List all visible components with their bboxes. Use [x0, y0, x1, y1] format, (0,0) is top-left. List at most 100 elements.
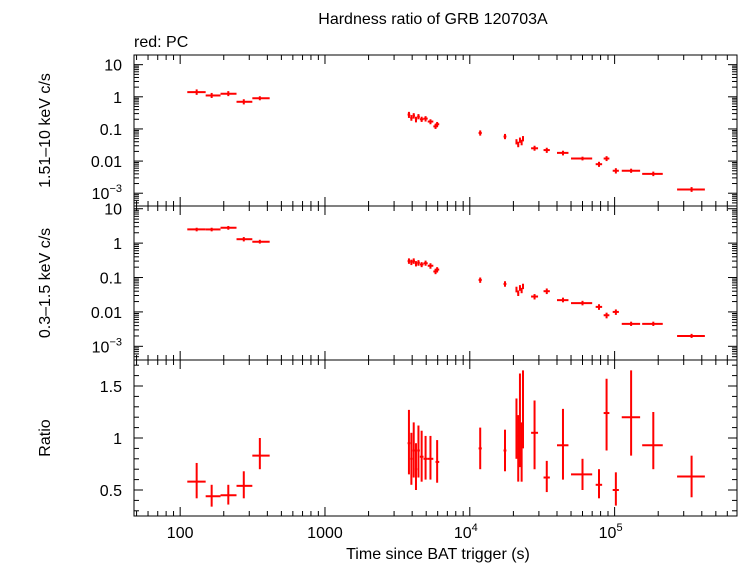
data-point	[543, 460, 550, 493]
y-tick-label-exponent: −3	[109, 336, 122, 348]
data-point	[571, 458, 593, 490]
y-tick-label: 10	[104, 58, 122, 75]
y-tick-label: 10−3	[92, 336, 122, 356]
data-point	[621, 321, 641, 326]
panel-ratio: 0.5 1 1.5 Ratio	[37, 359, 738, 517]
data-point	[503, 429, 507, 472]
data-point	[412, 113, 415, 119]
x-tick-label: 1000	[307, 525, 343, 542]
data-point	[517, 141, 520, 148]
y-tick-label: 0.1	[100, 122, 122, 139]
data-point	[220, 484, 237, 505]
y-tick-label: 1	[113, 431, 122, 448]
data-point	[427, 263, 434, 269]
data-point	[417, 260, 420, 266]
y-tick-label: 10−3	[92, 183, 122, 203]
data-point	[236, 237, 253, 242]
data-point	[220, 91, 237, 97]
y-tick-label: 0.01	[91, 154, 122, 171]
data-point	[677, 187, 705, 192]
data-point	[187, 227, 206, 232]
x-tick-label: 105	[599, 522, 623, 542]
data-point	[518, 285, 521, 291]
data-point	[414, 116, 418, 123]
data-point	[543, 288, 550, 295]
data-point	[410, 115, 413, 121]
data-point	[410, 259, 413, 266]
data-point	[515, 139, 518, 145]
data-point	[531, 400, 539, 470]
data-point	[414, 261, 418, 267]
data-point	[571, 300, 593, 306]
y-tick-label: 0.5	[100, 483, 122, 500]
data-point	[515, 398, 518, 459]
x-tick-label-exponent: 4	[472, 522, 478, 534]
data-point	[205, 227, 221, 232]
data-point	[187, 462, 206, 499]
y-tick-label: 0.1	[100, 271, 122, 288]
data-point	[595, 469, 603, 499]
data-point	[407, 409, 411, 475]
data-point	[520, 422, 523, 482]
data-point	[407, 258, 411, 264]
data-point	[205, 484, 221, 507]
data-point	[595, 304, 603, 310]
data-point	[621, 370, 641, 456]
data-point	[423, 435, 428, 480]
x-tick-label-exponent: 5	[616, 522, 622, 534]
data-point	[414, 443, 418, 490]
data-point	[236, 99, 253, 105]
y-axis-label: 0.3–1.5 keV c/s	[37, 228, 54, 338]
data-point	[417, 425, 420, 478]
data-point	[410, 432, 413, 485]
x-axis-label: Time since BAT trigger (s)	[346, 546, 530, 563]
data-point	[205, 92, 221, 98]
data-point	[517, 290, 520, 297]
data-point	[417, 114, 420, 120]
data-point	[419, 116, 424, 122]
data-point	[520, 139, 523, 146]
chart-panels: 10 1 0.1 0.01 10−3 1.51–10 keV c/s10 1 0.1 0.01 1…	[37, 54, 738, 542]
data-point	[423, 116, 428, 122]
data-point	[407, 111, 411, 118]
data-point	[642, 171, 663, 177]
data-point	[612, 309, 619, 315]
chart-title: Hardness ratio of GRB 120703A	[318, 11, 548, 28]
data-point	[603, 156, 610, 162]
data-point	[556, 408, 569, 480]
y-axis-label: 1.51–10 keV c/s	[37, 73, 54, 188]
data-point	[518, 137, 521, 143]
data-point	[571, 156, 593, 161]
data-point	[435, 440, 440, 483]
data-point	[677, 455, 705, 498]
x-tick-label: 104	[454, 522, 478, 542]
data-point	[642, 412, 663, 470]
data-point	[503, 133, 507, 140]
y-tick-label: 1	[113, 90, 122, 107]
panel-soft-band: 10 1 0.1 0.01 10−3 0.3–1.5 keV c/s	[37, 202, 738, 361]
data-point	[435, 121, 440, 127]
data-point	[427, 119, 434, 125]
y-tick-label-exponent: −3	[109, 183, 122, 195]
data-point	[427, 435, 434, 480]
data-point	[423, 260, 428, 266]
data-point	[419, 262, 424, 268]
data-point	[478, 277, 482, 283]
data-point	[603, 312, 610, 319]
data-point	[517, 415, 520, 482]
data-point	[595, 161, 603, 167]
y-axis-label: Ratio	[37, 419, 54, 456]
data-point	[478, 130, 482, 136]
y-tick-label: 1.5	[100, 379, 122, 396]
data-point	[642, 321, 663, 326]
data-point	[531, 294, 539, 300]
data-point	[603, 378, 610, 451]
panel-hard-band: 10 1 0.1 0.01 10−3 1.51–10 keV c/s	[37, 54, 738, 207]
data-point	[419, 430, 424, 482]
y-tick-label: 0.01	[91, 305, 122, 322]
data-point	[503, 281, 507, 287]
data-point	[412, 258, 415, 264]
data-point	[521, 136, 524, 142]
data-point	[252, 96, 270, 101]
